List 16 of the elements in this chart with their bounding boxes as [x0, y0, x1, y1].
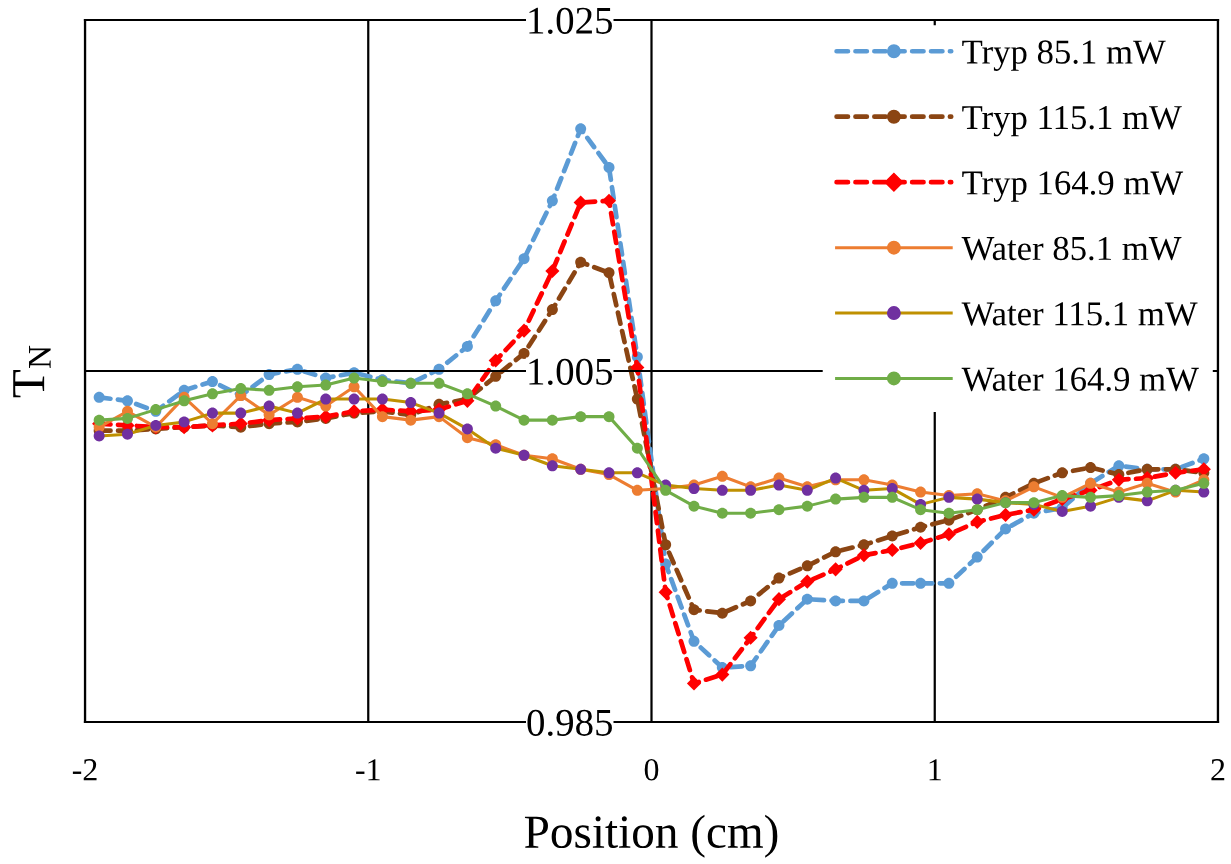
y-tick-label: 0.985	[527, 709, 612, 737]
x-tick-label: 1	[929, 759, 941, 781]
legend-label: Water 164.9 mW	[961, 367, 1199, 392]
x-tick-label: 0	[644, 759, 659, 781]
x-tick-label: 2	[1211, 759, 1225, 781]
x-axis-title: Position (cm)	[524, 814, 778, 858]
legend-label: Water 115.1 mW	[961, 302, 1198, 326]
x-tick-label: -2	[72, 759, 97, 781]
legend-label: Water 85.1 mW	[961, 236, 1182, 261]
legend-label: Tryp 164.9 mW	[962, 171, 1184, 202]
legend-label: Tryp 85.1 mW	[962, 40, 1166, 71]
legend-label: Tryp 115.1 mW	[962, 105, 1182, 137]
x-tick-label: -1	[356, 759, 380, 781]
y-axis-title: T$_{N}$	[13, 345, 51, 398]
y-tick-label: 1.005	[529, 358, 612, 386]
y-tick-label: 1.025	[529, 7, 612, 35]
